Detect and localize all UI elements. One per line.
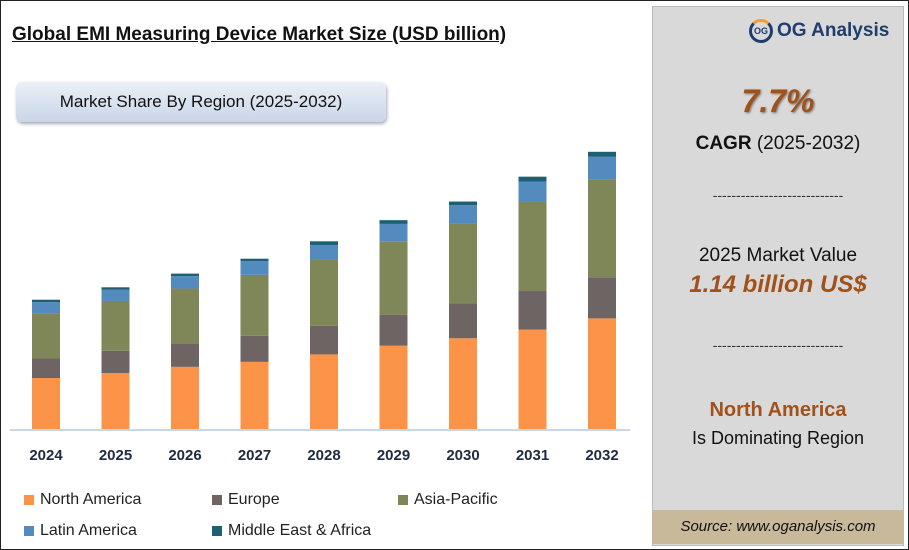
legend-label: North America — [40, 491, 142, 508]
bar-segment-asia-pacific-2030 — [449, 223, 477, 304]
bar-segment-asia-pacific-2032 — [588, 179, 616, 278]
bar-segment-latin-america-2026 — [171, 276, 199, 289]
legend-label: Asia-Pacific — [414, 491, 498, 508]
bar-segment-middle-east-africa-2025 — [101, 287, 130, 290]
legend-item: Latin America — [24, 522, 137, 540]
legend-label: Middle East & Africa — [228, 522, 372, 539]
bar-segment-middle-east-africa-2024 — [32, 299, 60, 303]
bar-segment-north-america-2027 — [240, 361, 269, 429]
bar-segment-north-america-2025 — [101, 373, 130, 429]
bar-segment-europe-2032 — [588, 277, 616, 319]
bar-segment-north-america-2028 — [310, 354, 338, 429]
x-tick-label: 2032 — [585, 447, 618, 464]
bar-segment-europe-2030 — [449, 303, 477, 339]
legend-item: Middle East & Africa — [212, 522, 371, 540]
cagr-period: (2025-2032) — [756, 133, 861, 154]
cagr-value: 7.7% — [741, 83, 815, 119]
x-tick-label: 2025 — [99, 447, 132, 464]
legend-item: Europe — [212, 491, 280, 509]
bar-segment-europe-2031 — [518, 291, 547, 330]
legend-swatch — [398, 495, 408, 505]
legend-swatch — [24, 495, 34, 505]
legend-label: Latin America — [40, 522, 137, 539]
bar-segment-north-america-2024 — [32, 378, 60, 429]
market-value: 1.14 billion US$ — [689, 271, 867, 298]
bar-segment-europe-2026 — [171, 343, 199, 367]
bar-segment-north-america-2032 — [588, 318, 616, 429]
x-tick-label: 2026 — [168, 447, 201, 464]
market-value-label: 2025 Market Value — [698, 245, 858, 266]
legend-label: Europe — [228, 491, 280, 508]
bar-segment-latin-america-2025 — [101, 289, 130, 301]
bar-segment-middle-east-africa-2032 — [588, 151, 616, 157]
bar-segment-middle-east-africa-2026 — [171, 273, 199, 277]
bar-segment-asia-pacific-2027 — [240, 274, 269, 336]
x-tick-label: 2028 — [307, 447, 340, 464]
legend-swatch — [212, 495, 222, 505]
bar-segment-latin-america-2029 — [379, 223, 408, 242]
bar-segment-middle-east-africa-2031 — [518, 176, 547, 182]
bar-segment-asia-pacific-2028 — [310, 259, 338, 326]
dominating-region: North America — [709, 399, 847, 421]
bar-segment-latin-america-2024 — [32, 302, 60, 314]
dominating-region-label: Is Dominating Region — [691, 428, 865, 448]
chart-title: Global EMI Measuring Device Market Size … — [12, 24, 507, 45]
legend-item: Asia-Pacific — [398, 491, 498, 509]
bar-segment-europe-2027 — [240, 335, 269, 362]
divider: ---------------------------- — [712, 337, 844, 353]
x-tick-label: 2031 — [516, 447, 549, 464]
legend-item: North America — [24, 491, 141, 509]
stacked-bar-chart: 2024 2025 2026 2027 2028 2029 2030 2031 2032 — [10, 151, 630, 464]
bar-segment-middle-east-africa-2029 — [379, 220, 408, 224]
bar-segment-middle-east-africa-2030 — [449, 201, 477, 206]
cagr-label-row: CAGR (2025-2032) — [653, 133, 903, 155]
x-tick-label: 2027 — [238, 447, 271, 464]
bar-segment-middle-east-africa-2028 — [310, 241, 338, 246]
bar-segment-latin-america-2032 — [588, 156, 616, 180]
bar-segment-europe-2025 — [101, 350, 130, 374]
bar-segment-europe-2028 — [310, 325, 338, 355]
bar-segment-latin-america-2027 — [240, 261, 269, 275]
bar-segment-europe-2024 — [32, 358, 60, 379]
chart-subtitle: Market Share By Region (2025-2032) — [16, 82, 386, 122]
bar-segment-asia-pacific-2031 — [518, 201, 547, 292]
x-tick-label: 2030 — [446, 447, 479, 464]
bar-segment-asia-pacific-2025 — [101, 300, 130, 351]
divider: ---------------------------- — [712, 187, 844, 203]
bar-segment-latin-america-2030 — [449, 205, 477, 224]
bar-segment-north-america-2029 — [379, 345, 408, 429]
bar-segment-asia-pacific-2024 — [32, 313, 60, 359]
summary-panel: OG OG Analysis 7.7% CAGR (2025-2032) ----… — [652, 6, 904, 546]
bar-segment-asia-pacific-2026 — [171, 288, 199, 344]
legend-swatch — [24, 526, 34, 536]
bar-segment-latin-america-2031 — [518, 181, 547, 202]
x-tick-label: 2024 — [29, 447, 63, 464]
logo-text: OG Analysis — [777, 20, 890, 41]
logo-mark-icon: OG — [749, 19, 773, 43]
bar-segment-middle-east-africa-2027 — [240, 258, 269, 262]
cagr-label: CAGR — [695, 133, 752, 154]
bar-segment-asia-pacific-2029 — [379, 241, 408, 315]
legend-swatch — [212, 526, 222, 536]
bar-segment-latin-america-2028 — [310, 245, 338, 260]
bar-segment-north-america-2030 — [449, 338, 477, 429]
og-analysis-logo: OG OG Analysis — [749, 19, 889, 43]
x-tick-label: 2029 — [377, 447, 410, 464]
bar-segment-north-america-2031 — [518, 329, 547, 429]
bar-segment-europe-2029 — [379, 314, 408, 346]
source-note: Source: www.oganalysis.com — [652, 510, 904, 544]
bar-segment-north-america-2026 — [171, 366, 199, 429]
